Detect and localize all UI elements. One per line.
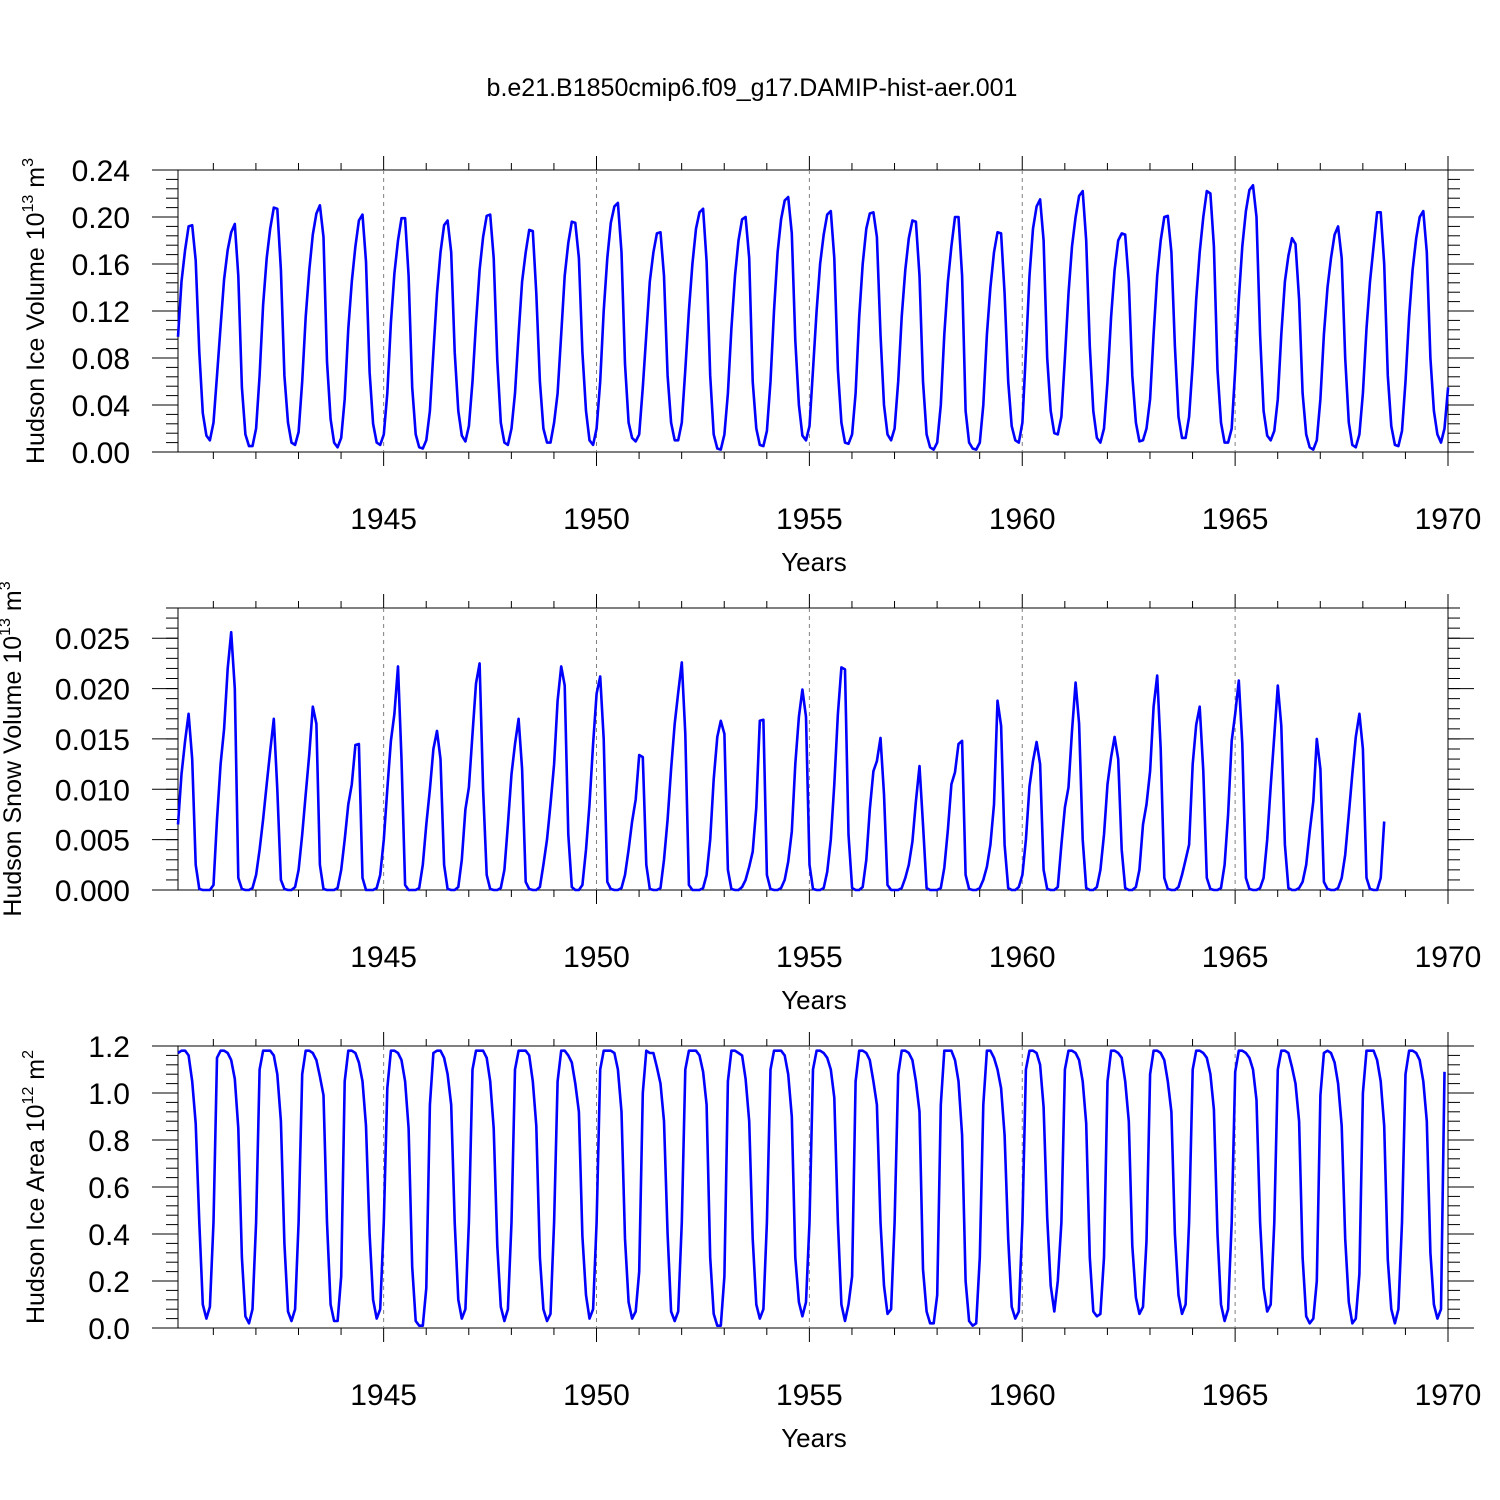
chart-panel-3: 1945 1950 1955 1960 1965 1970 Years 0.0 0.2 0.4 0.…: [20, 1031, 1481, 1453]
x-axis-label: Years: [781, 547, 847, 577]
y-tick-label: 0.12: [72, 296, 130, 329]
y-tick-label: 1.2: [88, 1031, 130, 1064]
y-tick-label: 1.0: [88, 1078, 130, 1111]
y-tick-label: 0.20: [72, 202, 130, 235]
figure-title: b.e21.B1850cmip6.f09_g17.DAMIP-hist-aer.…: [487, 74, 1018, 102]
x-tick-label: 1950: [563, 503, 630, 536]
x-tick-label: 1945: [350, 941, 417, 974]
y-tick-label: 0.025: [55, 623, 130, 656]
y-tick-label: 0.010: [55, 774, 130, 807]
y-tick-label: 0.4: [88, 1219, 130, 1252]
y-axis-label: Hudson Ice Volume 1013 m3: [20, 158, 50, 464]
y-tick-label: 0.8: [88, 1125, 130, 1158]
series-line: [177, 1049, 1446, 1327]
y-tick-label: 0.015: [55, 724, 130, 757]
series-line: [176, 184, 1450, 451]
y-axis-label: Hudson Ice Area 1012 m2: [20, 1050, 50, 1324]
series-line: [176, 630, 1386, 892]
x-tick-label: 1960: [989, 941, 1056, 974]
y-tick-label: 0.020: [55, 674, 130, 707]
x-axis-label: Years: [781, 1423, 847, 1453]
y-tick-label: 0.000: [55, 875, 130, 908]
x-tick-label: 1960: [989, 1379, 1056, 1412]
x-tick-label: 1950: [563, 1379, 630, 1412]
x-tick-label: 1970: [1415, 941, 1482, 974]
x-tick-label: 1945: [350, 503, 417, 536]
x-tick-label: 1955: [776, 503, 843, 536]
y-tick-label: 0.00: [72, 437, 130, 470]
y-tick-label: 0.6: [88, 1172, 130, 1205]
x-tick-label: 1965: [1202, 503, 1269, 536]
x-tick-label: 1950: [563, 941, 630, 974]
x-axis-label: Years: [781, 985, 847, 1015]
x-tick-label: 1970: [1415, 1379, 1482, 1412]
x-tick-label: 1955: [776, 1379, 843, 1412]
y-tick-label: 0.24: [72, 155, 130, 188]
x-tick-label: 1945: [350, 1379, 417, 1412]
x-tick-label: 1960: [989, 503, 1056, 536]
chart-panel-1: 1945 1950 1955 1960 1965 1970 Years 0.00 0.04 0.0…: [20, 155, 1481, 577]
x-tick-label: 1970: [1415, 503, 1482, 536]
x-tick-label: 1965: [1202, 1379, 1269, 1412]
chart-panel-2: 1945 1950 1955 1960 1965 1970 Years 0.000 0.005 0…: [0, 581, 1481, 1015]
y-tick-label: 0.08: [72, 343, 130, 376]
x-tick-label: 1965: [1202, 941, 1269, 974]
y-tick-label: 0.2: [88, 1266, 130, 1299]
plot-frame: [177, 607, 1449, 891]
y-tick-label: 0.04: [72, 390, 130, 423]
x-tick-label: 1955: [776, 941, 843, 974]
y-tick-label: 0.16: [72, 249, 130, 282]
y-axis-label: Hudson Snow Volume 1013 m3: [0, 581, 27, 916]
y-tick-label: 0.005: [55, 825, 130, 858]
y-tick-label: 0.0: [88, 1313, 130, 1346]
